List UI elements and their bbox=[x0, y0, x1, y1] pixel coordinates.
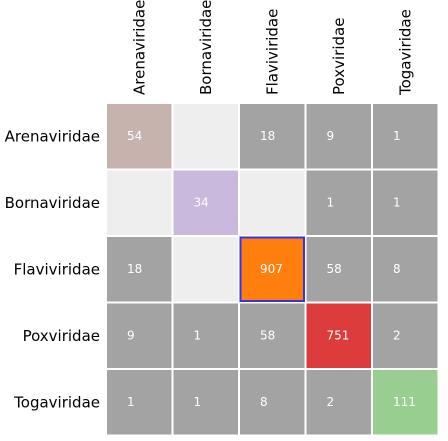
matrix-cell-poxviridae-togaviridae[interactable] bbox=[371, 301, 440, 370]
cell-value-label: 54 bbox=[127, 129, 142, 143]
matrix-cell-arenaviridae-bornaviridae[interactable] bbox=[171, 102, 240, 171]
cell-value-label: 8 bbox=[393, 262, 401, 276]
cell-value-label: 58 bbox=[327, 262, 342, 276]
cell-value-label: 907 bbox=[260, 262, 283, 276]
column-label-togaviridae[interactable]: Togaviridae bbox=[396, 9, 414, 96]
matrix-cell-poxviridae-arenaviridae[interactable] bbox=[105, 301, 174, 370]
matrix-cell-togaviridae-togaviridae[interactable] bbox=[371, 368, 440, 437]
matrix-cell-poxviridae-bornaviridae[interactable] bbox=[171, 301, 240, 370]
matrix-cell-bornaviridae-togaviridae[interactable] bbox=[371, 168, 440, 237]
matrix-cell-bornaviridae-poxviridae[interactable] bbox=[304, 168, 373, 237]
selected-cell-outline bbox=[239, 236, 305, 302]
matrix-cell-arenaviridae-togaviridae[interactable] bbox=[371, 102, 440, 171]
matrix-cell-togaviridae-flaviviridae[interactable] bbox=[238, 368, 307, 437]
column-label-arenaviridae[interactable]: Arenaviridae bbox=[130, 0, 148, 95]
row-label-poxviridae[interactable]: Poxviridae bbox=[23, 327, 100, 345]
matrix-cell-flaviviridae-togaviridae[interactable] bbox=[371, 235, 440, 304]
column-label-flaviviridae[interactable]: Flaviviridae bbox=[263, 9, 281, 95]
row-label-bornaviridae[interactable]: Bornaviridae bbox=[5, 194, 100, 212]
cell-value-label: 58 bbox=[260, 329, 275, 343]
cell-value-label: 8 bbox=[260, 395, 268, 409]
matrix-cell-flaviviridae-bornaviridae[interactable] bbox=[171, 235, 240, 304]
cell-value-label: 1 bbox=[194, 395, 202, 409]
row-label-flaviviridae[interactable]: Flaviviridae bbox=[14, 260, 100, 278]
matrix-cell-togaviridae-bornaviridae[interactable] bbox=[171, 368, 240, 437]
cell-value-label: 9 bbox=[327, 129, 335, 143]
row-label-arenaviridae[interactable]: Arenaviridae bbox=[5, 127, 100, 145]
cell-value-label: 34 bbox=[194, 196, 209, 210]
cell-value-label: 18 bbox=[127, 262, 142, 276]
cell-value-label: 1 bbox=[194, 329, 202, 343]
matrix-cell-flaviviridae-poxviridae[interactable] bbox=[304, 235, 373, 304]
matrix-cell-arenaviridae-flaviviridae[interactable] bbox=[238, 102, 307, 171]
cell-value-label: 111 bbox=[393, 395, 416, 409]
matrix-cell-arenaviridae-poxviridae[interactable] bbox=[304, 102, 373, 171]
cell-value-label: 2 bbox=[327, 395, 335, 409]
matrix-cell-togaviridae-arenaviridae[interactable] bbox=[105, 368, 174, 437]
cell-value-label: 1 bbox=[393, 196, 401, 210]
matrix-cell-togaviridae-poxviridae[interactable] bbox=[304, 368, 373, 437]
cell-value-label: 1 bbox=[393, 129, 401, 143]
matrix-cell-bornaviridae-flaviviridae[interactable] bbox=[238, 168, 307, 237]
cell-value-label: 1 bbox=[327, 196, 335, 210]
cell-value-label: 9 bbox=[127, 329, 135, 343]
cell-value-label: 1 bbox=[127, 395, 135, 409]
cell-value-label: 2 bbox=[393, 329, 401, 343]
matrix-cell-arenaviridae-arenaviridae[interactable] bbox=[105, 102, 174, 171]
matrix-cell-bornaviridae-arenaviridae[interactable] bbox=[105, 168, 174, 237]
cell-value-label: 751 bbox=[327, 329, 350, 343]
matrix-cell-poxviridae-poxviridae[interactable] bbox=[304, 301, 373, 370]
column-label-poxviridae[interactable]: Poxviridae bbox=[330, 18, 348, 95]
row-label-togaviridae[interactable]: Togaviridae bbox=[13, 393, 100, 411]
cell-value-label: 18 bbox=[260, 129, 275, 143]
column-label-bornaviridae[interactable]: Bornaviridae bbox=[197, 0, 215, 95]
